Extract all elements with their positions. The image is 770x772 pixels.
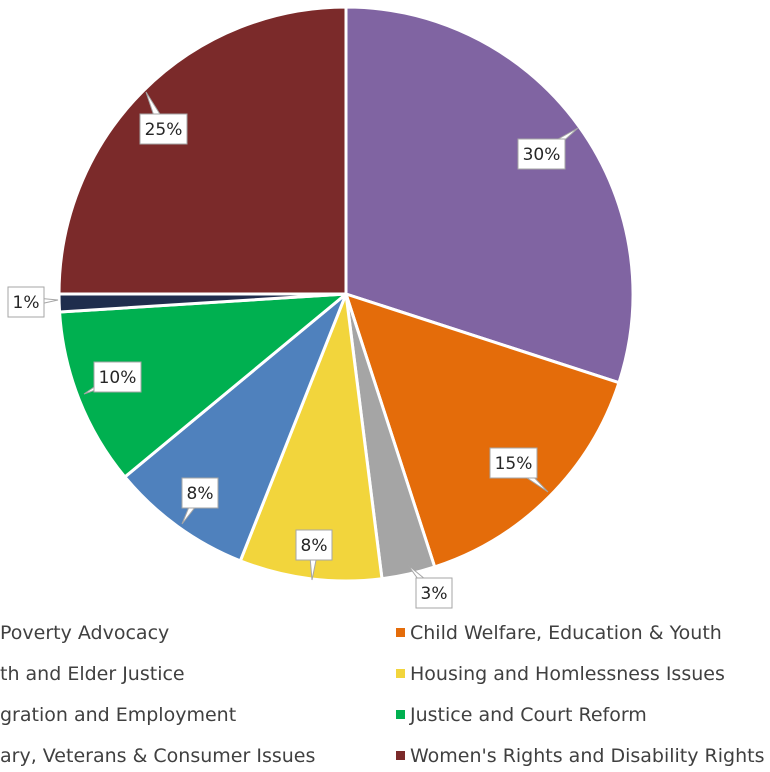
data-label-box	[295, 529, 333, 561]
data-label: 30%	[523, 145, 561, 165]
legend-label: gration and Employment	[0, 704, 236, 726]
data-label: 15%	[495, 454, 533, 474]
data-label: 25%	[145, 120, 183, 140]
legend-swatch	[396, 710, 405, 719]
data-label-box	[7, 286, 45, 318]
legend: Poverty Advocacy Child Welfare, Education…	[0, 622, 764, 767]
pie-slice	[238, 292, 384, 583]
legend-label: Justice and Court Reform	[409, 704, 647, 726]
legend-label: th and Elder Justice	[0, 663, 185, 685]
legend-label: Child Welfare, Education & Youth	[410, 622, 722, 644]
data-label-box	[181, 477, 219, 509]
pie-slice	[57, 5, 348, 296]
data-label: 8%	[187, 484, 214, 504]
legend-swatch	[396, 628, 405, 637]
data-label: 10%	[99, 368, 137, 388]
data-label-box	[517, 138, 566, 170]
data-label-box	[415, 577, 453, 609]
data-label-box	[93, 361, 142, 393]
legend-swatch	[396, 669, 405, 678]
data-label-box	[489, 447, 538, 479]
legend-label: Housing and Homlessness Issues	[410, 663, 725, 685]
pie-slice	[344, 292, 621, 569]
legend-label: ary, Veterans & Consumer Issues	[0, 745, 315, 767]
legend-swatch	[396, 751, 405, 760]
data-label: 1%	[13, 293, 40, 313]
legend-label: Women's Rights and Disability Rights	[410, 745, 764, 767]
data-label: 8%	[301, 536, 328, 556]
pie-slice	[123, 292, 348, 563]
data-label-box	[139, 113, 188, 145]
data-label: 3%	[421, 584, 448, 604]
pie-slices	[57, 5, 635, 583]
data-labels: 30% 15% 3% 8% 8% 10% 1% 25%	[7, 91, 579, 609]
pie-slice	[58, 292, 348, 479]
legend-label: Poverty Advocacy	[0, 622, 169, 644]
pie-slice	[344, 5, 635, 385]
